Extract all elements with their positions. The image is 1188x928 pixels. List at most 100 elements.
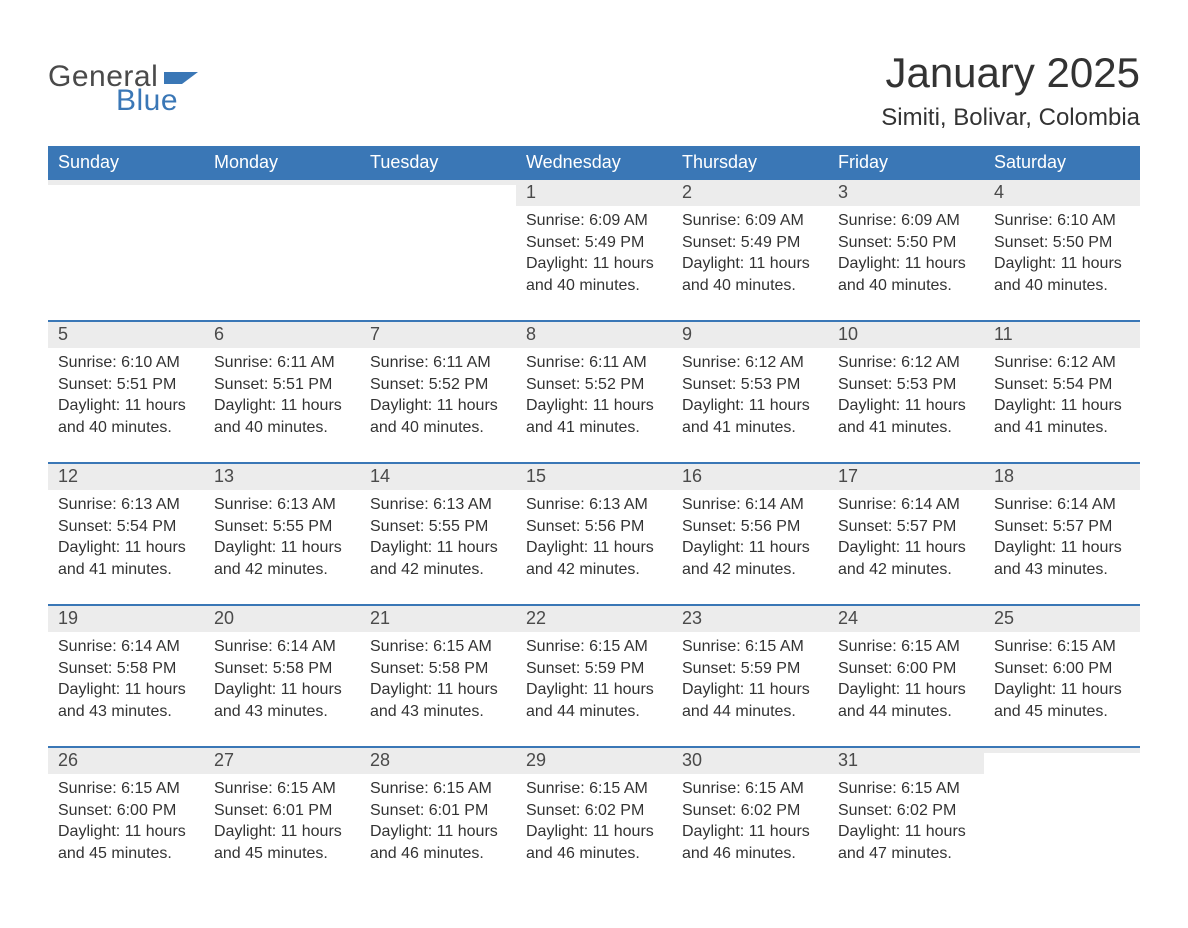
day-number-text: 1 (526, 182, 536, 202)
day-sunrise: Sunrise: 6:15 AM (682, 778, 818, 800)
day-sunset: Sunset: 5:58 PM (214, 658, 350, 680)
day-cell: 11Sunrise: 6:12 AMSunset: 5:54 PMDayligh… (984, 322, 1140, 462)
day-number-text: 15 (526, 466, 546, 486)
day-daylight1: Daylight: 11 hours (370, 395, 506, 417)
day-sunset: Sunset: 5:54 PM (58, 516, 194, 538)
day-sunset: Sunset: 5:49 PM (526, 232, 662, 254)
day-sunrise: Sunrise: 6:15 AM (838, 636, 974, 658)
day-cell (984, 748, 1140, 888)
day-cell: 30Sunrise: 6:15 AMSunset: 6:02 PMDayligh… (672, 748, 828, 888)
day-daylight2: and 40 minutes. (370, 417, 506, 439)
day-number: 25 (984, 606, 1140, 632)
day-daylight1: Daylight: 11 hours (682, 679, 818, 701)
day-body: Sunrise: 6:15 AMSunset: 5:58 PMDaylight:… (360, 632, 516, 722)
day-daylight2: and 40 minutes. (214, 417, 350, 439)
day-sunrise: Sunrise: 6:11 AM (526, 352, 662, 374)
day-sunrise: Sunrise: 6:14 AM (838, 494, 974, 516)
day-daylight2: and 42 minutes. (214, 559, 350, 581)
day-daylight2: and 43 minutes. (994, 559, 1130, 581)
day-cell: 10Sunrise: 6:12 AMSunset: 5:53 PMDayligh… (828, 322, 984, 462)
dow-tuesday: Tuesday (360, 146, 516, 180)
day-number-text: 21 (370, 608, 390, 628)
day-cell: 5Sunrise: 6:10 AMSunset: 5:51 PMDaylight… (48, 322, 204, 462)
day-number-text: 4 (994, 182, 1004, 202)
day-sunset: Sunset: 5:49 PM (682, 232, 818, 254)
day-body: Sunrise: 6:13 AMSunset: 5:54 PMDaylight:… (48, 490, 204, 580)
day-sunrise: Sunrise: 6:15 AM (214, 778, 350, 800)
day-daylight2: and 42 minutes. (682, 559, 818, 581)
day-body: Sunrise: 6:15 AMSunset: 6:01 PMDaylight:… (204, 774, 360, 864)
logo: General Blue (48, 60, 198, 118)
day-number-text: 2 (682, 182, 692, 202)
day-sunset: Sunset: 5:52 PM (526, 374, 662, 396)
day-cell (360, 180, 516, 320)
day-sunset: Sunset: 5:55 PM (214, 516, 350, 538)
day-sunset: Sunset: 5:57 PM (838, 516, 974, 538)
day-daylight2: and 40 minutes. (526, 275, 662, 297)
day-daylight1: Daylight: 11 hours (370, 821, 506, 843)
day-daylight2: and 41 minutes. (838, 417, 974, 439)
day-number-text: 11 (994, 324, 1013, 344)
day-sunset: Sunset: 6:02 PM (838, 800, 974, 822)
dow-thursday: Thursday (672, 146, 828, 180)
day-sunset: Sunset: 6:01 PM (370, 800, 506, 822)
day-cell: 28Sunrise: 6:15 AMSunset: 6:01 PMDayligh… (360, 748, 516, 888)
day-number-text: 14 (370, 466, 390, 486)
day-number-text: 18 (994, 466, 1014, 486)
day-daylight1: Daylight: 11 hours (58, 679, 194, 701)
week-row: 26Sunrise: 6:15 AMSunset: 6:00 PMDayligh… (48, 746, 1140, 888)
day-sunset: Sunset: 5:53 PM (838, 374, 974, 396)
day-number-text: 9 (682, 324, 692, 344)
day-daylight2: and 41 minutes. (994, 417, 1130, 439)
day-daylight1: Daylight: 11 hours (526, 395, 662, 417)
day-number: 20 (204, 606, 360, 632)
day-cell: 4 Sunrise: 6:10 AMSunset: 5:50 PMDaylight… (984, 180, 1140, 320)
day-daylight2: and 42 minutes. (526, 559, 662, 581)
dow-friday: Friday (828, 146, 984, 180)
day-body: Sunrise: 6:15 AMSunset: 5:59 PMDaylight:… (516, 632, 672, 722)
day-cell (204, 180, 360, 320)
day-cell: 18Sunrise: 6:14 AMSunset: 5:57 PMDayligh… (984, 464, 1140, 604)
header-row: General Blue January 2025 Simiti, Boliva… (48, 50, 1140, 132)
day-daylight1: Daylight: 11 hours (994, 537, 1130, 559)
day-daylight1: Daylight: 11 hours (526, 253, 662, 275)
day-sunset: Sunset: 5:54 PM (994, 374, 1130, 396)
day-daylight2: and 40 minutes. (682, 275, 818, 297)
day-daylight2: and 42 minutes. (838, 559, 974, 581)
day-number: 26 (48, 748, 204, 774)
day-sunrise: Sunrise: 6:09 AM (682, 210, 818, 232)
day-sunrise: Sunrise: 6:14 AM (58, 636, 194, 658)
week-row: 19Sunrise: 6:14 AMSunset: 5:58 PMDayligh… (48, 604, 1140, 746)
day-daylight1: Daylight: 11 hours (58, 395, 194, 417)
day-sunset: Sunset: 5:50 PM (838, 232, 974, 254)
day-sunrise: Sunrise: 6:13 AM (526, 494, 662, 516)
day-daylight2: and 40 minutes. (994, 275, 1130, 297)
day-daylight1: Daylight: 11 hours (214, 395, 350, 417)
day-sunrise: Sunrise: 6:13 AM (58, 494, 194, 516)
day-sunset: Sunset: 5:52 PM (370, 374, 506, 396)
day-number: 12 (48, 464, 204, 490)
dow-wednesday: Wednesday (516, 146, 672, 180)
day-sunset: Sunset: 5:59 PM (682, 658, 818, 680)
day-sunset: Sunset: 5:58 PM (58, 658, 194, 680)
day-sunset: Sunset: 5:51 PM (58, 374, 194, 396)
day-daylight1: Daylight: 11 hours (682, 821, 818, 843)
day-sunset: Sunset: 5:59 PM (526, 658, 662, 680)
day-daylight1: Daylight: 11 hours (214, 537, 350, 559)
day-daylight2: and 43 minutes. (58, 701, 194, 723)
day-daylight1: Daylight: 11 hours (214, 821, 350, 843)
day-sunrise: Sunrise: 6:15 AM (682, 636, 818, 658)
day-sunrise: Sunrise: 6:13 AM (214, 494, 350, 516)
day-daylight2: and 45 minutes. (994, 701, 1130, 723)
day-body: Sunrise: 6:13 AMSunset: 5:55 PMDaylight:… (204, 490, 360, 580)
week-row: 1Sunrise: 6:09 AMSunset: 5:49 PMDaylight… (48, 180, 1140, 320)
day-sunset: Sunset: 6:02 PM (682, 800, 818, 822)
day-body: Sunrise: 6:10 AMSunset: 5:50 PMDaylight:… (984, 206, 1140, 296)
day-daylight1: Daylight: 11 hours (994, 253, 1130, 275)
day-daylight2: and 44 minutes. (838, 701, 974, 723)
day-daylight1: Daylight: 11 hours (682, 537, 818, 559)
day-number: 11 (984, 322, 1140, 348)
logo-text-blue: Blue (116, 84, 198, 118)
day-daylight2: and 42 minutes. (370, 559, 506, 581)
day-sunset: Sunset: 5:58 PM (370, 658, 506, 680)
